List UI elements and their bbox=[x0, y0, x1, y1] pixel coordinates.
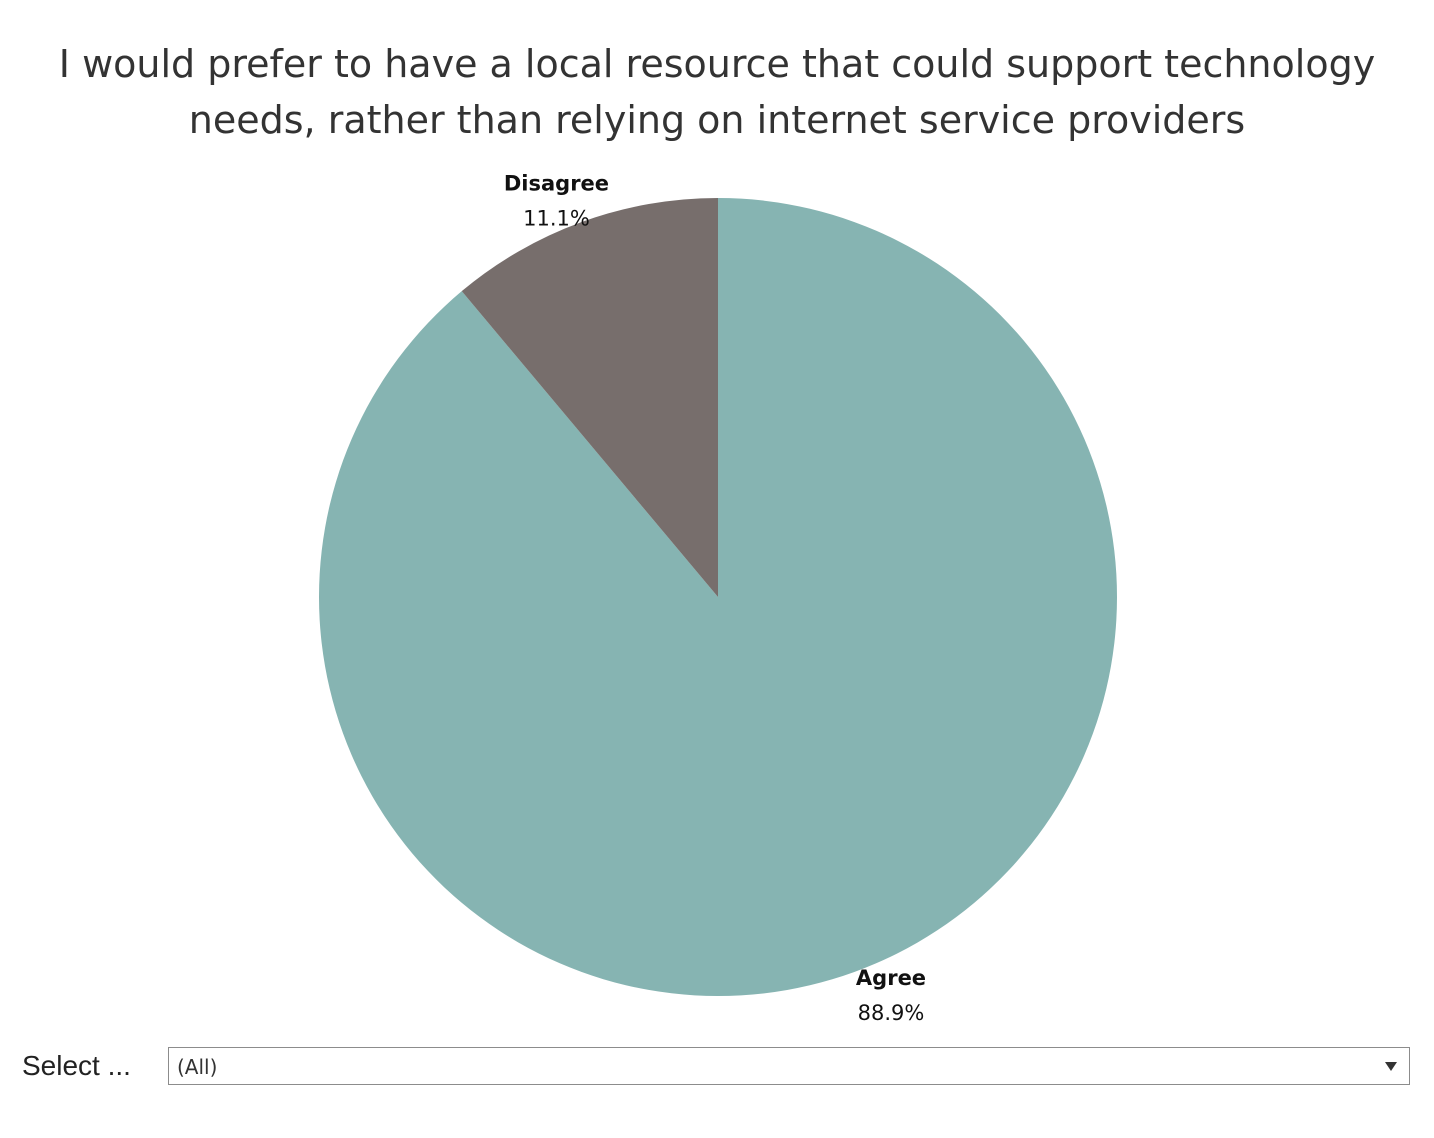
chart-title-line-1: I would prefer to have a local resource … bbox=[58, 42, 1376, 86]
slice-label-agree: Agree bbox=[856, 966, 926, 990]
chevron-down-icon[interactable] bbox=[1385, 1062, 1397, 1071]
filter-selected-value: (All) bbox=[177, 1055, 218, 1079]
pie-chart: Agree 88.9% Disagree 11.1% bbox=[318, 171, 1117, 1025]
filter-label: Select ... bbox=[22, 1050, 131, 1081]
filter-dropdown[interactable]: (All) bbox=[168, 1047, 1410, 1085]
slice-label-disagree: Disagree bbox=[504, 171, 609, 195]
slice-value-disagree: 11.1% bbox=[523, 206, 590, 230]
slice-value-agree: 88.9% bbox=[858, 1001, 925, 1025]
chart-title-line-2: needs, rather than relying on internet s… bbox=[188, 98, 1246, 142]
chart-title: I would prefer to have a local resource … bbox=[0, 36, 1434, 148]
pie-slice-disagree[interactable] bbox=[461, 198, 718, 597]
